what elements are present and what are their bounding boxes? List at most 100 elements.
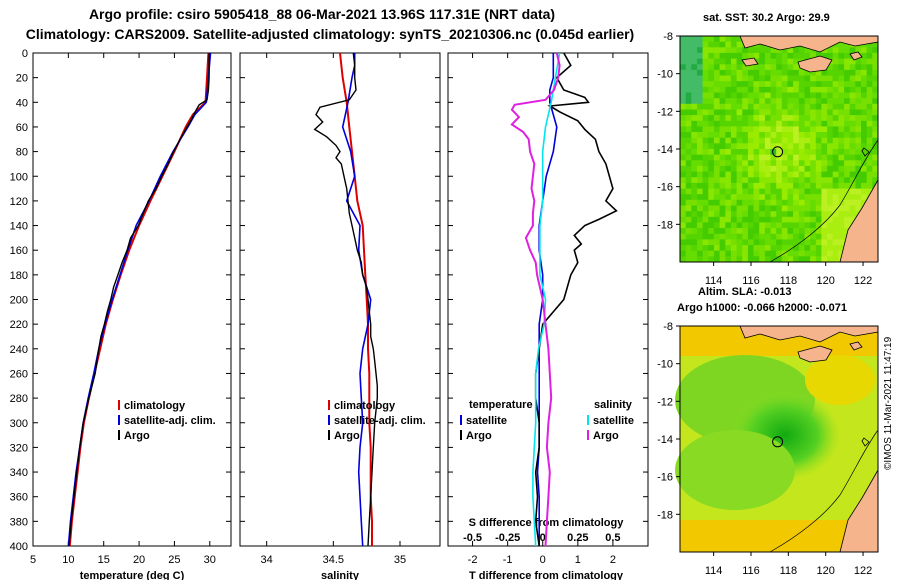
sst-cell [787,239,794,246]
sst-cell [725,211,732,218]
x-axis-label: temperature (deg C) [80,570,185,580]
sst-cell [742,115,749,122]
sst-cell [702,205,709,212]
sst-cell [793,126,800,133]
sst-cell [742,69,749,76]
sst-cell [872,41,879,48]
sst-cell [685,69,692,76]
sst-cell [736,199,743,206]
sst-cell [844,171,851,178]
sst-cell [872,64,879,71]
sst-cell [719,58,726,65]
sst-cell [781,75,788,82]
sst-cell [685,103,692,110]
depth-tick-label: 320 [10,442,28,454]
sst-cell [872,75,879,82]
sst-cell [736,109,743,116]
sst-cell [776,98,783,105]
sst-cell [838,92,845,99]
sst-cell [736,188,743,195]
sst-cell [759,52,766,59]
sst-cell [725,239,732,246]
sst-cell [713,205,720,212]
sst-cell [815,86,822,93]
sst-cell [702,256,709,263]
sst-cell [685,199,692,206]
sst-cell [855,154,862,161]
sst-cell [736,120,743,127]
sst-cell [776,228,783,235]
sst-cell [798,120,805,127]
sst-cell [759,245,766,252]
sst-cell [742,239,749,246]
diff-series-line [510,52,561,547]
sst-cell [770,154,777,161]
sst-cell [787,81,794,88]
sst-cell [719,233,726,240]
sst-cell [770,165,777,172]
sst-cell [815,92,822,99]
sst-cell [787,228,794,235]
sst-cell [810,75,817,82]
sst-cell [781,69,788,76]
sst-cell [787,98,794,105]
sst-cell [844,228,851,235]
sst-cell [697,239,704,246]
sst-cell [832,58,839,65]
sst-cell [697,177,704,184]
sst-cell [776,216,783,223]
sst-cell [866,160,873,167]
sst-cell [821,256,828,263]
sst-cell [793,137,800,144]
sst-cell [702,250,709,257]
sst-cell [747,69,754,76]
sst-cell [736,160,743,167]
sst-cell [849,92,856,99]
sst-cell [787,149,794,156]
salinity-panel-frame [239,52,441,547]
sst-cell [685,182,692,189]
map-x-tick-label: 120 [817,565,835,577]
sst-cell [838,239,845,246]
sst-cell [776,256,783,263]
sst-cell [719,143,726,150]
sst-cell [861,58,868,65]
sst-cell [861,86,868,93]
sst-cell [725,233,732,240]
sst-cell [798,137,805,144]
sst-cell [680,137,687,144]
sst-cell [776,154,783,161]
sst-cell [685,216,692,223]
sst-cell [838,137,845,144]
sst-cell [725,137,732,144]
sst-cell [844,120,851,127]
sst-cell [753,216,760,223]
sst-cell [776,245,783,252]
sst-cell [832,239,839,246]
sst-cell [736,143,743,150]
sst-cell [719,177,726,184]
x-tick-label: 34 [261,554,273,566]
sst-cell [680,58,687,65]
map-x-tick-label: 114 [705,275,723,287]
sst-cell [815,245,822,252]
sst-cell [719,36,726,43]
sst-cell [708,177,715,184]
depth-tick-label: 20 [16,73,28,85]
sst-cell [736,194,743,201]
sst-cell [793,245,800,252]
sst-cell [759,256,766,263]
sst-cell [691,256,698,263]
sst-cell [804,165,811,172]
sst-cell [872,92,879,99]
sst-cell [844,98,851,105]
sst-cell [719,182,726,189]
sst-cell [866,41,873,48]
sst-cell [872,132,879,139]
sst-cell [804,126,811,133]
sst-cell [776,64,783,71]
sst-cell [691,47,698,54]
sst-cell [702,120,709,127]
sst-cell [691,120,698,127]
sst-cell [736,41,743,48]
